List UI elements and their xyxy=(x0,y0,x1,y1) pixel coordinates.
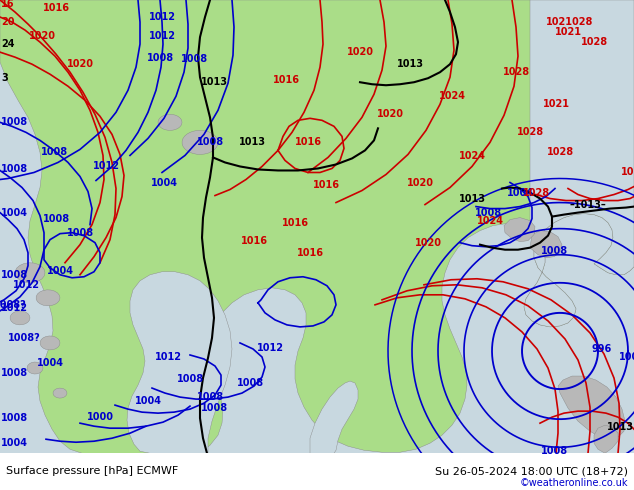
Text: 10: 10 xyxy=(621,168,634,177)
Polygon shape xyxy=(40,336,60,350)
Text: 1024: 1024 xyxy=(458,151,486,161)
Text: 1016: 1016 xyxy=(42,3,70,13)
Text: 1016: 1016 xyxy=(273,75,299,85)
Text: 1008: 1008 xyxy=(1,270,28,280)
Polygon shape xyxy=(27,362,43,374)
Text: 1028: 1028 xyxy=(581,37,609,47)
Text: 1021: 1021 xyxy=(543,99,569,109)
Polygon shape xyxy=(558,376,625,439)
Text: 1008: 1008 xyxy=(541,446,569,456)
Text: 1004: 1004 xyxy=(1,438,28,448)
Text: 1016: 1016 xyxy=(297,248,323,258)
Text: 1008: 1008 xyxy=(67,228,94,238)
Text: 1008?: 1008? xyxy=(8,333,41,343)
Text: 1016: 1016 xyxy=(295,137,321,147)
Text: 1008: 1008 xyxy=(146,53,174,63)
Text: 1008: 1008 xyxy=(41,147,68,157)
Text: 1012: 1012 xyxy=(13,280,39,290)
Text: Surface pressure [hPa] ECMWF: Surface pressure [hPa] ECMWF xyxy=(6,466,179,476)
Text: 1020: 1020 xyxy=(347,47,373,57)
Text: 1021028: 1021028 xyxy=(547,17,593,27)
Text: 16: 16 xyxy=(1,0,15,9)
Text: 1020: 1020 xyxy=(406,177,434,188)
Polygon shape xyxy=(182,130,218,154)
Text: 1021: 1021 xyxy=(555,27,581,37)
Text: 1008: 1008 xyxy=(197,137,224,147)
Polygon shape xyxy=(53,388,67,398)
Text: 1020: 1020 xyxy=(415,238,441,247)
Text: 1012: 1012 xyxy=(1,303,28,313)
Text: 1008: 1008 xyxy=(202,403,229,413)
Text: 1008: 1008 xyxy=(197,392,224,402)
Text: 1008: 1008 xyxy=(474,208,501,218)
Text: 1008: 1008 xyxy=(541,245,569,256)
Text: 1012: 1012 xyxy=(148,12,176,22)
Text: 1028: 1028 xyxy=(517,127,543,137)
Text: 1004: 1004 xyxy=(46,266,74,276)
Polygon shape xyxy=(594,425,618,453)
Polygon shape xyxy=(0,0,634,453)
Text: 1028: 1028 xyxy=(522,188,550,197)
Text: 1008: 1008 xyxy=(1,117,28,127)
Text: 996: 996 xyxy=(592,344,612,354)
Text: 1008: 1008 xyxy=(1,368,28,378)
Text: 20: 20 xyxy=(1,17,15,27)
Text: 1008: 1008 xyxy=(1,165,28,174)
Text: 1000: 1000 xyxy=(619,352,634,362)
Text: 1013: 1013 xyxy=(200,77,228,87)
Polygon shape xyxy=(36,290,60,306)
Text: 1004: 1004 xyxy=(507,188,533,197)
Text: 1008?: 1008? xyxy=(0,300,27,310)
Text: 1020: 1020 xyxy=(29,31,56,41)
Text: 1016: 1016 xyxy=(313,179,339,190)
Text: 1012: 1012 xyxy=(148,31,176,41)
Polygon shape xyxy=(10,311,30,325)
Text: 1024: 1024 xyxy=(439,91,465,101)
Text: Su 26-05-2024 18:00 UTC (18+72): Su 26-05-2024 18:00 UTC (18+72) xyxy=(435,466,628,476)
Polygon shape xyxy=(504,218,535,242)
Text: 1020: 1020 xyxy=(377,109,403,120)
Text: 1020: 1020 xyxy=(67,59,93,69)
Text: 1004: 1004 xyxy=(37,358,63,368)
Polygon shape xyxy=(524,0,634,327)
Text: 3: 3 xyxy=(1,73,8,83)
Polygon shape xyxy=(158,114,182,130)
Polygon shape xyxy=(0,0,634,453)
Text: 1028: 1028 xyxy=(502,67,529,77)
Text: 1013: 1013 xyxy=(607,422,634,432)
Text: 1000: 1000 xyxy=(86,412,113,422)
Text: 1016: 1016 xyxy=(281,218,309,228)
Text: 1008: 1008 xyxy=(1,413,28,423)
Text: 1012: 1012 xyxy=(155,352,181,362)
Text: 1008: 1008 xyxy=(42,214,70,223)
Text: 1008: 1008 xyxy=(176,374,204,384)
Text: 24: 24 xyxy=(1,39,15,49)
Text: ©weatheronline.co.uk: ©weatheronline.co.uk xyxy=(519,478,628,488)
Text: 1012: 1012 xyxy=(257,343,283,353)
Text: 1012: 1012 xyxy=(93,162,119,172)
Polygon shape xyxy=(530,231,562,258)
Text: 1016: 1016 xyxy=(240,236,268,245)
Text: 1013: 1013 xyxy=(396,59,424,69)
Polygon shape xyxy=(15,263,45,283)
Polygon shape xyxy=(127,272,232,453)
Text: 1008: 1008 xyxy=(236,378,264,388)
Text: 1013: 1013 xyxy=(238,137,266,147)
Text: 1013: 1013 xyxy=(458,194,486,203)
Text: 1004: 1004 xyxy=(134,396,162,406)
Text: –1013–: –1013– xyxy=(569,199,606,210)
Text: 1008: 1008 xyxy=(181,54,209,64)
Text: 1004: 1004 xyxy=(1,208,28,218)
Text: 1028: 1028 xyxy=(547,147,574,157)
Text: 1024: 1024 xyxy=(477,216,503,225)
Text: 1004: 1004 xyxy=(150,177,178,188)
Polygon shape xyxy=(310,381,358,453)
